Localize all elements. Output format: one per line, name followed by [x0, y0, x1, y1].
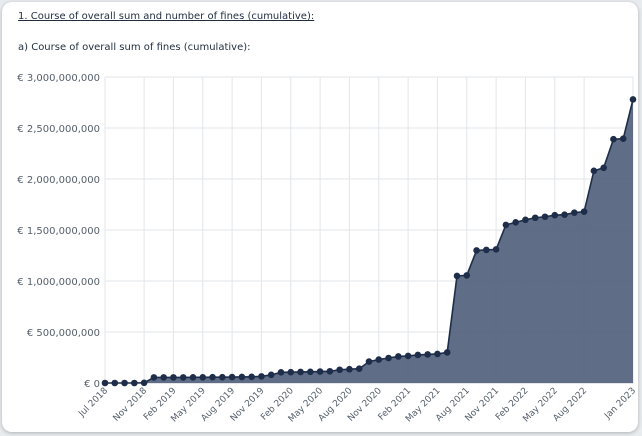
data-point	[453, 272, 461, 280]
cumulative-fines-chart: € 0 € 500,000,000 € 1,000,000,000 € 1,500,0…	[17, 73, 638, 425]
data-point	[199, 373, 207, 381]
area-fill	[105, 99, 633, 383]
data-point	[297, 368, 304, 376]
y-tick-label: € 1,500,000,000	[17, 226, 100, 237]
data-point	[512, 219, 519, 226]
data-point	[600, 164, 607, 172]
data-point	[502, 221, 510, 229]
data-point	[385, 354, 392, 362]
data-point	[150, 374, 158, 381]
data-point	[209, 373, 216, 381]
data-point	[228, 373, 236, 381]
data-point	[316, 368, 324, 375]
data-point	[258, 373, 265, 380]
y-tick-label: € 500,000,000	[27, 328, 100, 339]
y-tick-label: € 2,000,000,000	[17, 175, 100, 186]
data-point	[326, 367, 334, 375]
data-point	[541, 213, 549, 221]
area-layer	[105, 99, 634, 384]
data-point	[277, 368, 285, 376]
data-point	[365, 358, 373, 365]
data-point	[121, 379, 128, 387]
y-axis: € 0 € 500,000,000 € 1,000,000,000 € 1,500,0…	[17, 73, 100, 390]
data-point	[434, 350, 441, 358]
data-point	[522, 216, 529, 224]
data-point	[473, 247, 480, 254]
data-point	[395, 353, 402, 360]
data-point	[551, 211, 559, 219]
data-point	[424, 351, 431, 358]
data-point	[414, 351, 422, 359]
data-point	[111, 379, 119, 387]
data-point	[375, 356, 383, 363]
data-point	[160, 374, 167, 381]
data-point	[170, 374, 177, 381]
data-point	[140, 379, 148, 387]
data-point	[580, 208, 588, 215]
data-point	[287, 368, 295, 376]
data-point	[179, 374, 187, 381]
data-point	[307, 368, 314, 376]
y-tick-label: € 1,000,000,000	[17, 277, 100, 288]
data-point	[629, 96, 637, 103]
data-point	[131, 379, 138, 387]
y-tick-label: € 2,500,000,000	[17, 124, 100, 135]
data-point	[619, 135, 627, 143]
chart-card: 1. Course of overall sum and number of f…	[2, 2, 638, 432]
y-tick-label: € 3,000,000,000	[17, 73, 100, 84]
data-point	[219, 373, 226, 381]
x-tick-label: Jan 2023	[602, 386, 638, 422]
data-point	[336, 366, 343, 374]
data-point	[346, 365, 353, 373]
data-point	[248, 373, 255, 381]
y-tick-label: € 0	[84, 379, 100, 390]
data-point	[101, 379, 109, 387]
data-point	[492, 246, 500, 253]
data-point	[483, 246, 490, 254]
data-point	[463, 272, 471, 279]
data-point	[531, 214, 539, 222]
data-point	[561, 211, 568, 218]
data-point	[355, 365, 363, 373]
data-point	[571, 209, 578, 216]
data-point	[267, 371, 275, 379]
data-point	[610, 135, 617, 143]
x-tick-label: Jul 2018	[76, 386, 110, 420]
data-point	[404, 352, 412, 360]
data-point	[590, 167, 598, 175]
data-point	[443, 349, 451, 356]
data-point	[238, 373, 246, 381]
data-points	[101, 96, 637, 387]
section-title: 1. Course of overall sum and number of f…	[18, 11, 315, 22]
data-point	[189, 373, 197, 381]
chart-title: a) Course of overall sum of fines (cumul…	[18, 42, 251, 53]
